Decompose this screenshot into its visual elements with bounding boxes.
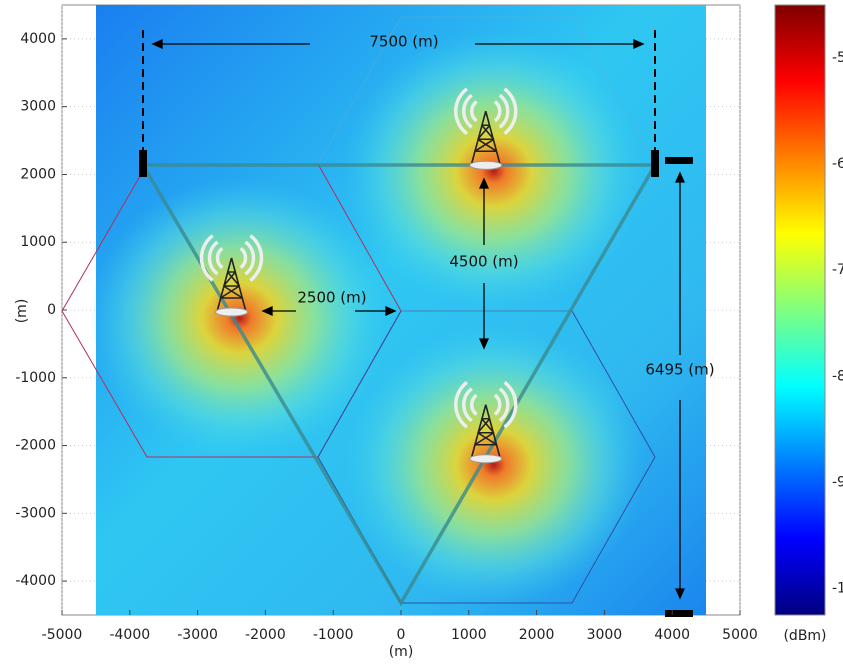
y-tick-label: 2000 [20,166,56,182]
signal-wave [470,393,478,416]
marker [139,150,147,177]
hotspot [343,31,644,312]
annotation: 6495 (m) [645,361,714,379]
tower [199,234,264,317]
x-tick-label: -2000 [245,627,286,643]
y-tick-label: 4000 [20,31,56,47]
x-tick-label: 2000 [519,627,555,643]
signal-wave [454,87,469,136]
colorbar-tick-label: -90 [832,474,843,490]
x-tick-label: 1000 [451,627,487,643]
y-axis-label: (m) [14,299,30,324]
marker [665,157,693,164]
signal-wave [239,247,248,269]
signal-wave [503,87,518,136]
y-tick-label: -4000 [15,573,56,589]
colorbar-tick-label: -100 [832,580,843,596]
cell-outline [61,163,402,458]
tower-base [469,454,503,464]
x-tick-label: -3000 [177,627,218,643]
y-tick-label: 3000 [20,99,56,115]
y-tick-label: 1000 [20,234,56,250]
tower-base [215,307,248,317]
signal-wave [498,387,510,423]
annotation: 2500 (m) [297,289,366,307]
signal-wave [493,100,502,123]
colorbar-tick-label: -70 [832,262,843,278]
x-axis-label: (m) [389,644,414,660]
signal-wave [462,387,473,423]
y-tick-label: -3000 [15,505,56,521]
y-tick-label: -2000 [15,438,56,454]
tower-lattice [470,111,501,164]
colorbar-label: (dBm) [783,628,826,644]
signal-wave [503,380,518,429]
x-tick-label: 0 [397,627,406,643]
signal-wave [207,240,219,276]
x-tick-label: -4000 [109,627,150,643]
signal-wave [199,234,214,282]
marker [651,150,659,177]
tower-base [469,160,503,170]
signal-wave [215,247,224,269]
colorbar-tick-label: -50 [832,50,843,66]
x-tick-label: 3000 [587,627,623,643]
signal-wave [470,100,478,123]
x-tick-label: 4000 [654,627,690,643]
colorbar-tick-label: -80 [832,368,843,384]
y-tick-label: -1000 [15,370,56,386]
hotspot [89,178,390,458]
marker [665,610,693,617]
colorbar-tick-label: -60 [832,156,843,172]
signal-wave [249,234,264,282]
annotation: 7500 (m) [369,33,438,51]
cell-outline [317,16,656,312]
signal-wave [498,93,510,129]
arrows [151,38,686,600]
x-tick-label: -5000 [42,627,83,643]
tower [454,380,518,464]
signal-wave [462,93,473,129]
annotation: 4500 (m) [449,253,518,271]
signal-wave [244,240,256,276]
tower-lattice [470,404,501,457]
tower [454,87,518,170]
x-tick-label: 5000 [722,627,758,643]
tower-lattice [216,257,247,311]
y-tick-label: 0 [47,302,56,318]
signal-wave [454,380,469,429]
triangle [139,163,659,607]
x-tick-label: -1000 [313,627,354,643]
hotspot [343,324,644,605]
colorbar [774,4,826,616]
signal-wave [493,393,502,416]
